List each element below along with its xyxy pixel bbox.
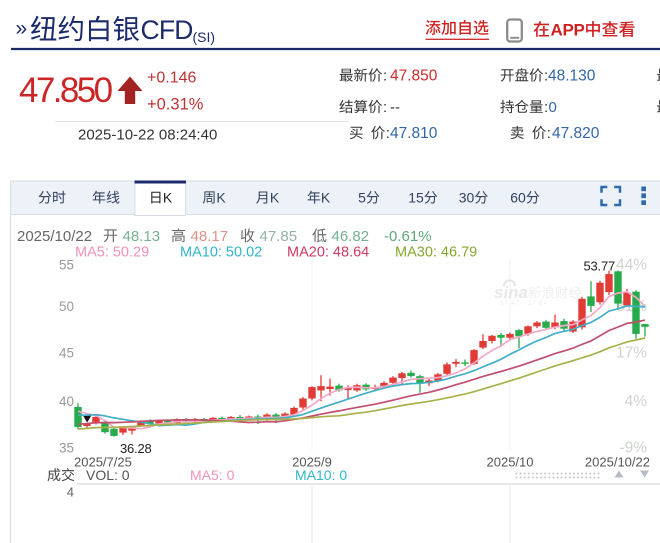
svg-text:15: 15 [408,190,424,206]
svg-text:47.820: 47.820 [552,125,600,142]
svg-text::: : [544,99,548,116]
svg-text:2025/10: 2025/10 [487,455,534,470]
svg-text:sina: sina [494,283,528,302]
svg-text:4%: 4% [625,393,648,410]
svg-text:36.28: 36.28 [120,441,152,456]
svg-text:50: 50 [59,299,74,314]
svg-text::: : [383,68,387,85]
svg-text:2025-10-22 08:24:40: 2025-10-22 08:24:40 [78,127,217,144]
svg-text::: : [547,125,551,142]
svg-text:K: K [216,190,226,206]
svg-text:K: K [163,190,173,206]
svg-text:2025/9: 2025/9 [292,455,332,470]
svg-text:2025/10/22: 2025/10/22 [17,228,92,245]
svg-text:CFD: CFD [141,15,193,45]
svg-text:46.82: 46.82 [332,228,370,245]
svg-text:4: 4 [67,485,74,500]
svg-text:MA10: 0: MA10: 0 [295,467,347,483]
svg-text:0: 0 [549,99,557,116]
svg-text:+0.146: +0.146 [147,70,196,87]
svg-text:44%: 44% [616,257,647,274]
svg-text:-9%: -9% [619,440,647,457]
svg-text:48.17: 48.17 [191,228,229,245]
svg-text:55: 55 [59,258,74,273]
svg-text::: : [386,125,390,142]
svg-text:17 47 : 27 64: 17 47 : 27 64 [500,301,548,307]
svg-text:K: K [270,190,280,206]
svg-text:(SI): (SI) [193,29,216,45]
svg-text:+0.31%: +0.31% [147,96,204,114]
svg-text:35: 35 [59,441,74,456]
svg-text::: : [544,68,548,85]
svg-text:48.130: 48.130 [548,68,596,85]
svg-text:47.850: 47.850 [390,68,438,85]
svg-text:MA30: 46.79: MA30: 46.79 [395,245,477,261]
svg-text:MA20: 48.64: MA20: 48.64 [287,245,369,261]
svg-text:40: 40 [59,394,74,409]
svg-text:MA10: 50.02: MA10: 50.02 [180,245,262,261]
svg-text:APP: APP [551,21,585,40]
svg-text:47.810: 47.810 [390,125,438,142]
svg-text:48.13: 48.13 [123,228,161,245]
svg-text:--: -- [390,99,400,116]
svg-text:47.85: 47.85 [260,228,298,245]
svg-text:17%: 17% [616,345,647,362]
svg-text:60: 60 [510,190,526,206]
svg-text:K: K [321,190,331,206]
svg-text::: : [383,99,387,116]
svg-text:5: 5 [358,190,366,206]
svg-text:MA5: 0: MA5: 0 [190,467,235,483]
svg-text:VOL: 0: VOL: 0 [86,467,130,483]
svg-text:47.850: 47.850 [19,71,113,110]
svg-text:2025/10/22: 2025/10/22 [585,455,650,470]
svg-text:45: 45 [59,346,74,361]
svg-text:53.77: 53.77 [584,259,616,274]
svg-text:30: 30 [459,190,475,206]
svg-text:»: » [16,17,28,40]
svg-text:-0.61%: -0.61% [384,228,432,245]
svg-text:MA5: 50.29: MA5: 50.29 [75,245,149,261]
svg-text:2025/7/25: 2025/7/25 [74,455,132,470]
